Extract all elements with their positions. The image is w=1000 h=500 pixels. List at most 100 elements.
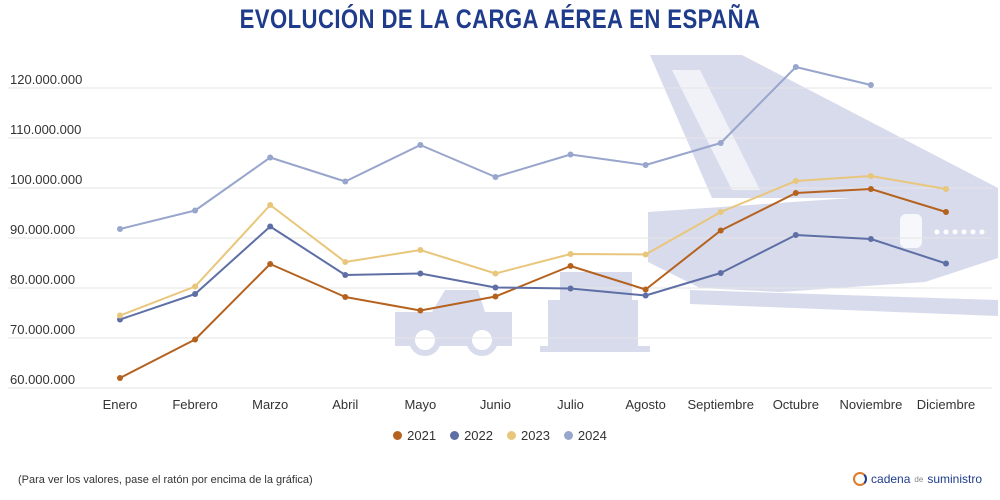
airplane-fuselage-shape [648,188,998,292]
data-point-2021[interactable] [192,336,199,343]
data-point-2021[interactable] [792,190,799,196]
series-points [117,64,949,381]
data-point-2023[interactable] [192,283,199,290]
y-tick-label: 70.000.000 [10,322,75,337]
data-point-2021[interactable] [717,227,724,234]
y-tick-label: 110.000.000 [10,122,81,137]
x-tick-label: Noviembre [839,397,902,412]
y-tick-label: 80.000.000 [10,272,75,287]
x-tick-label: Diciembre [917,397,976,412]
data-point-2024[interactable] [117,226,123,232]
data-point-2021[interactable] [492,293,499,300]
y-axis-labels: 60.000.000 70.000.000 80.000.000 90.000.000… [10,72,82,387]
data-point-2023[interactable] [792,178,799,184]
data-point-2021[interactable] [342,294,349,300]
legend-item-2024[interactable]: 2024 [563,428,607,443]
data-point-2021[interactable] [267,261,274,267]
series-line-2021[interactable] [119,188,947,379]
data-point-2024[interactable] [717,140,724,146]
legend-marker-2023 [507,431,516,440]
x-tick-label: Agosto [625,397,665,412]
legend-label-2021: 2021 [407,428,437,443]
legend-label-2024: 2024 [577,428,607,443]
x-tick-label: Enero [103,397,138,412]
legend-marker-2021 [393,431,403,440]
series-line-2023[interactable] [119,175,947,317]
y-tick-label: 90.000.000 [10,222,75,237]
data-point-2024[interactable] [267,154,274,161]
data-point-2022[interactable] [417,270,424,277]
brand-name: cadena [871,472,911,486]
airplane-wing-shape [690,290,998,316]
data-point-2024[interactable] [417,142,424,148]
data-point-2021[interactable] [117,375,123,381]
x-tick-label: Marzo [252,397,288,412]
data-point-2021[interactable] [567,263,574,269]
chart-title: EVOLUCIÓN DE LA CARGA AÉREA EN ESPAÑA [239,4,761,34]
legend-label-2023: 2023 [521,428,550,443]
data-point-2022[interactable] [267,223,274,230]
hover-hint-footnote: (Para ver los valores, pase el ratón por… [18,474,313,486]
data-point-2023[interactable] [567,251,574,257]
data-point-2022[interactable] [717,270,724,276]
data-point-2024[interactable] [792,64,799,70]
legend-item-2021[interactable]: 2021 [393,428,436,443]
data-point-2022[interactable] [642,292,649,299]
data-point-2023[interactable] [267,202,274,208]
x-tick-label: Junio [480,397,511,412]
data-point-2022[interactable] [943,260,949,267]
x-tick-label: Mayo [404,397,436,412]
brand-logo[interactable]: cadena de suministro [853,472,982,486]
cargo-trailer-base [540,346,650,352]
airplane-windows [934,229,985,235]
data-point-2024[interactable] [642,162,649,168]
x-tick-label: Julio [557,397,584,412]
data-point-2022[interactable] [492,284,499,291]
x-tick-label: Abril [332,397,358,412]
data-point-2023[interactable] [717,209,724,215]
data-point-2022[interactable] [192,291,199,297]
x-tick-label: Octubre [773,397,819,412]
data-point-2024[interactable] [492,174,499,180]
chart-legend: 2021 2022 2023 2024 [0,428,1000,443]
y-tick-label: 60.000.000 [10,372,75,387]
data-point-2022[interactable] [867,236,874,242]
data-point-2024[interactable] [867,82,874,88]
data-point-2022[interactable] [342,272,349,278]
data-point-2023[interactable] [117,312,123,319]
legend-marker-2024 [563,431,573,440]
x-axis-labels: Enero Febrero Marzo Abril Mayo Junio Julio Agos… [103,397,976,412]
data-point-2023[interactable] [342,259,349,265]
data-point-2023[interactable] [943,186,949,192]
data-point-2023[interactable] [867,173,874,179]
airplane-tail-window [672,70,760,190]
x-tick-label: Febrero [172,397,218,412]
series-line-2022[interactable] [119,225,947,321]
cargo-box-large [548,300,638,346]
truck-wheel-front [409,324,441,356]
cargo-watermark-illustration [395,55,998,356]
y-tick-label: 100.000.000 [10,172,82,187]
data-point-2024[interactable] [342,178,349,185]
data-point-2022[interactable] [792,232,799,238]
legend-label-2022: 2022 [464,428,493,443]
data-point-2024[interactable] [567,151,574,158]
data-point-2024[interactable] [192,207,199,214]
brand-connector: de [914,474,924,484]
legend-item-2022[interactable]: 2022 [450,428,493,443]
data-point-2022[interactable] [567,285,574,292]
brand-icon [853,472,868,486]
data-point-2021[interactable] [417,307,424,314]
data-point-2021[interactable] [867,186,874,192]
brand-suffix: suministro [927,472,982,486]
data-point-2023[interactable] [642,251,649,258]
data-point-2021[interactable] [943,209,949,215]
legend-item-2023[interactable]: 2023 [507,428,550,443]
data-point-2021[interactable] [642,286,649,293]
data-point-2023[interactable] [492,270,499,277]
data-point-2023[interactable] [417,247,424,253]
truck-wheel-rear [466,324,498,356]
airplane-door-shape [900,214,922,248]
legend-marker-2022 [450,431,460,440]
